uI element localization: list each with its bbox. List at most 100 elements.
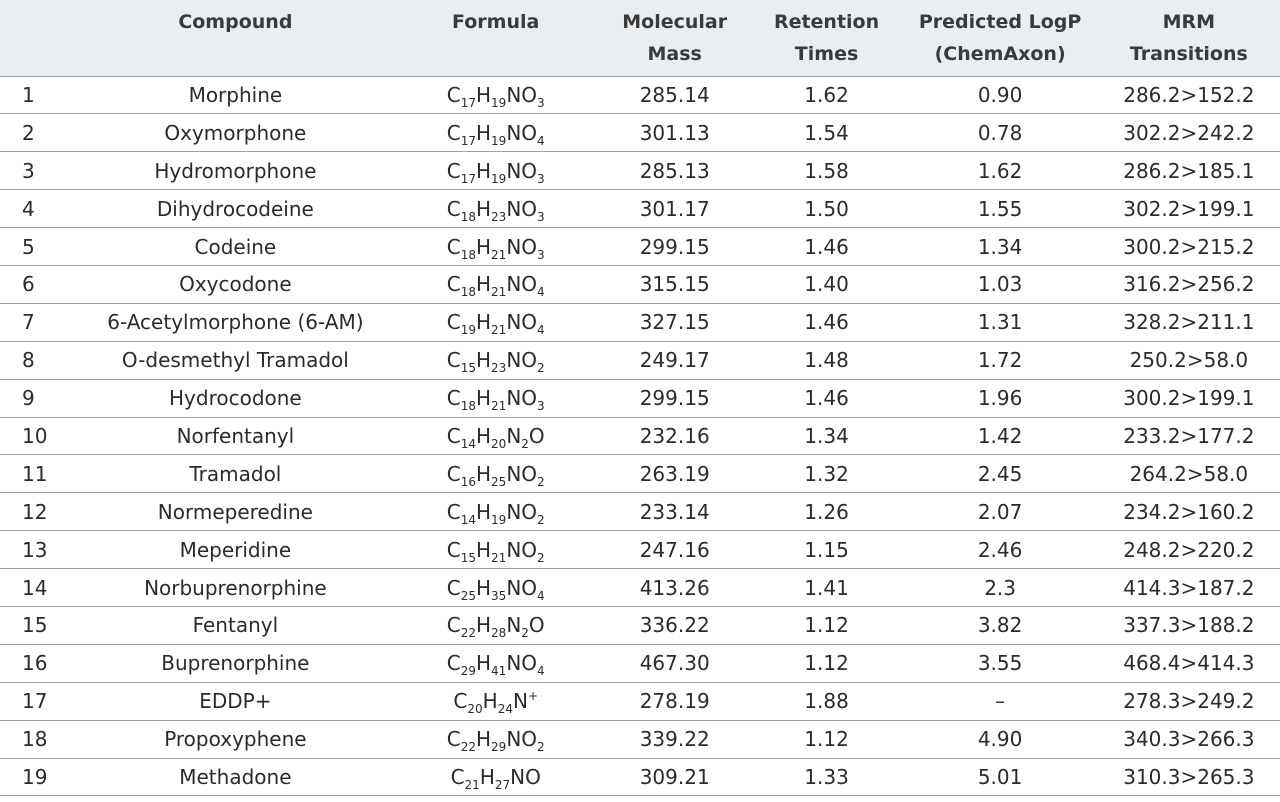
formula-subscript: 21 xyxy=(491,399,507,414)
formula-element: C xyxy=(446,423,461,448)
molecular-mass: 301.13 xyxy=(639,120,710,145)
row-index: 1 xyxy=(22,82,35,107)
retention-time: 1.88 xyxy=(804,689,849,714)
formula-subscript: 3 xyxy=(537,209,545,224)
retention-time: 1.46 xyxy=(804,310,849,335)
table-row: 2 Oxymorphone C17H19NO4 301.13 1.54 0.78 302.2… xyxy=(0,114,1280,152)
formula-element: NO xyxy=(506,348,538,373)
formula-superscript: + xyxy=(527,689,538,704)
retention-time: 1.62 xyxy=(804,82,849,107)
formula-element: H xyxy=(475,386,492,411)
formula-element: C xyxy=(446,386,461,411)
formula-subscript: 3 xyxy=(537,171,545,186)
table-row: 1 Morphine C17H19NO3 285.14 1.62 0.90 286.2>15… xyxy=(0,76,1280,114)
table-row: 4 Dihydrocodeine C18H23NO3 301.17 1.50 1.55 30… xyxy=(0,190,1280,228)
molecular-mass: 413.26 xyxy=(639,575,710,600)
molecular-mass: 309.21 xyxy=(639,764,710,789)
formula-subscript: 21 xyxy=(491,550,507,565)
formula-element: NO xyxy=(506,651,538,676)
row-index: 7 xyxy=(22,310,35,335)
formula-subscript: 20 xyxy=(467,702,483,717)
mrm-transition: 234.2>160.2 xyxy=(1123,499,1255,524)
row-index: 9 xyxy=(22,386,35,411)
compound-name: Normeperedine xyxy=(157,499,313,524)
row-index: 19 xyxy=(22,764,48,789)
formula-element: H xyxy=(475,575,492,600)
formula-element: H xyxy=(475,196,492,221)
formula-subscript: 21 xyxy=(464,777,480,792)
formula-subscript: 15 xyxy=(460,361,476,376)
formula-subscript: 14 xyxy=(460,436,476,451)
retention-time: 1.12 xyxy=(804,613,849,638)
retention-time: 1.12 xyxy=(804,651,849,676)
mrm-transition: 316.2>256.2 xyxy=(1123,272,1255,297)
mrm-transition: 340.3>266.3 xyxy=(1123,727,1255,752)
formula-element: C xyxy=(446,196,461,221)
mrm-transition: 302.2>199.1 xyxy=(1123,196,1255,221)
mrm-transition: 300.2>199.1 xyxy=(1123,386,1255,411)
predicted-logp: 2.46 xyxy=(977,537,1023,562)
formula-element: C xyxy=(446,575,461,600)
formula-subscript: 3 xyxy=(537,399,545,414)
formula-subscript: 19 xyxy=(491,171,507,186)
formula-element: C xyxy=(446,613,461,638)
formula-cell: C25H35NO4 xyxy=(393,569,599,607)
formula-subscript: 19 xyxy=(460,323,476,338)
retention-time: 1.15 xyxy=(804,537,849,562)
table-row: 13 Meperidine C15H21NO2 247.16 1.15 2.46 248.2… xyxy=(0,531,1280,569)
mrm-transition: 233.2>177.2 xyxy=(1123,423,1255,448)
formula-subscript: 2 xyxy=(537,512,545,527)
row-index: 12 xyxy=(22,499,48,524)
formula-element: NO xyxy=(506,386,538,411)
predicted-logp: 0.78 xyxy=(977,120,1023,145)
predicted-logp: 3.55 xyxy=(977,651,1023,676)
mrm-transition: 286.2>185.1 xyxy=(1123,158,1255,183)
mrm-transition: 248.2>220.2 xyxy=(1123,537,1255,562)
formula-subscript: 18 xyxy=(460,399,476,414)
formula-cell: C21H27NO xyxy=(393,758,599,796)
formula-subscript: 14 xyxy=(460,512,476,527)
row-index: 15 xyxy=(22,613,48,638)
row-index: 8 xyxy=(22,348,35,373)
table-row: 10 Norfentanyl C14H20N2O 232.16 1.34 1.42 233.… xyxy=(0,417,1280,455)
formula-element: C xyxy=(446,651,461,676)
formula-cell: C29H41NO4 xyxy=(393,644,599,682)
molecular-mass: 301.17 xyxy=(639,196,710,221)
table-row: 12 Normeperedine C14H19NO2 233.14 1.26 2.07 23… xyxy=(0,493,1280,531)
mrm-transition: 264.2>58.0 xyxy=(1129,461,1249,486)
formula-element: H xyxy=(482,689,498,714)
predicted-logp: – xyxy=(995,689,1006,714)
compound-name: Tramadol xyxy=(189,461,282,486)
row-index: 13 xyxy=(22,537,48,562)
formula-subscript: 17 xyxy=(460,171,476,186)
formula-cell: C15H21NO2 xyxy=(393,531,599,569)
formula-subscript: 22 xyxy=(460,740,476,755)
formula-element: NO xyxy=(506,310,538,335)
compound-name: 6-Acetylmorphone (6-AM) xyxy=(107,310,364,335)
retention-time: 1.54 xyxy=(804,120,849,145)
header-index xyxy=(0,0,78,76)
molecular-mass: 278.19 xyxy=(639,689,710,714)
formula-subscript: 16 xyxy=(460,474,476,489)
formula-element: NO xyxy=(506,537,538,562)
formula-element: NO xyxy=(510,764,541,789)
table-row: 7 6-Acetylmorphone (6-AM) C19H21NO4 327.15 1… xyxy=(0,303,1280,342)
mrm-transition: 414.3>187.2 xyxy=(1123,575,1255,600)
formula-cell: C16H25NO2 xyxy=(393,455,599,493)
formula-subscript: 23 xyxy=(491,361,507,376)
header-mrm-transitions: MRM Transitions xyxy=(1129,11,1248,65)
row-index: 14 xyxy=(22,575,48,600)
table-row: 3 Hydromorphone C17H19NO3 285.13 1.58 1.62 286… xyxy=(0,152,1280,190)
formula-element: H xyxy=(475,348,492,373)
formula-element: H xyxy=(475,613,492,638)
predicted-logp: 2.3 xyxy=(984,575,1016,600)
retention-time: 1.46 xyxy=(804,386,849,411)
formula-subscript: 27 xyxy=(494,777,511,792)
formula-element: O xyxy=(528,613,545,638)
predicted-logp: 1.55 xyxy=(977,196,1023,221)
table-body: 1 Morphine C17H19NO3 285.14 1.62 0.90 286.2>15… xyxy=(0,76,1280,796)
formula-subscript: 35 xyxy=(491,588,507,603)
predicted-logp: 0.90 xyxy=(977,82,1023,107)
retention-time: 1.12 xyxy=(804,727,849,752)
formula-subscript: 3 xyxy=(537,95,545,110)
